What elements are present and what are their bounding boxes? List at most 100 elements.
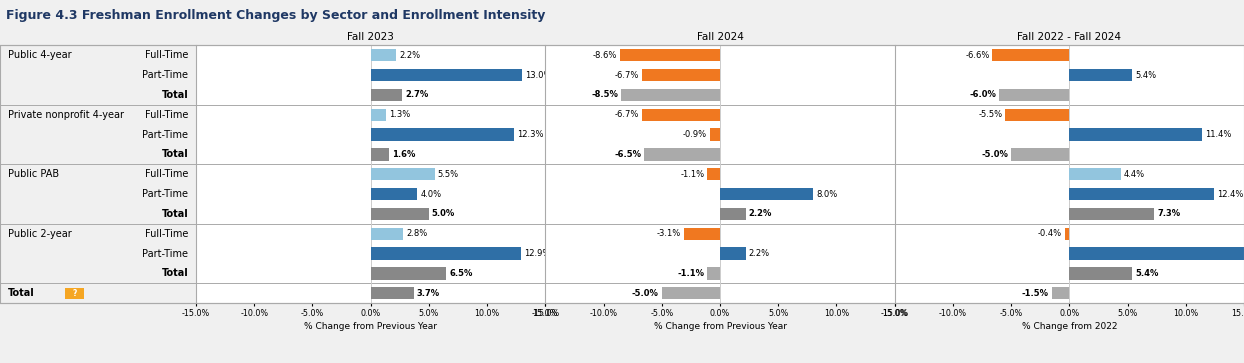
Title: Fall 2022 - Fall 2024: Fall 2022 - Fall 2024	[1018, 32, 1121, 42]
Bar	[620, 49, 720, 61]
Bar	[621, 89, 720, 101]
Bar	[707, 168, 720, 180]
Text: -6.7%: -6.7%	[615, 71, 639, 79]
Text: 2.8%: 2.8%	[407, 229, 428, 238]
Bar	[371, 208, 429, 220]
Bar	[662, 287, 720, 299]
Bar	[1070, 267, 1132, 280]
Text: 12.3%: 12.3%	[516, 130, 544, 139]
FancyBboxPatch shape	[65, 287, 85, 299]
Bar	[371, 69, 522, 81]
Text: Total: Total	[7, 288, 35, 298]
Text: -1.1%: -1.1%	[677, 269, 704, 278]
Bar	[371, 267, 447, 280]
Text: 1.3%: 1.3%	[388, 110, 411, 119]
Text: 7.3%: 7.3%	[1157, 209, 1181, 219]
X-axis label: % Change from Previous Year: % Change from Previous Year	[305, 322, 437, 331]
Text: Private nonprofit 4-year: Private nonprofit 4-year	[7, 110, 124, 120]
Text: 2.2%: 2.2%	[749, 249, 770, 258]
Text: 8.0%: 8.0%	[816, 189, 837, 199]
Text: -5.5%: -5.5%	[978, 110, 1003, 119]
Text: Public 2-year: Public 2-year	[7, 229, 72, 239]
Bar	[371, 148, 389, 160]
Bar	[709, 129, 720, 141]
Bar	[371, 287, 414, 299]
Bar	[371, 129, 514, 141]
Text: -5.0%: -5.0%	[632, 289, 659, 298]
Text: Full-Time: Full-Time	[144, 229, 188, 239]
Text: 13.0%: 13.0%	[525, 71, 551, 79]
Text: Full-Time: Full-Time	[144, 169, 188, 179]
Text: Full-Time: Full-Time	[144, 50, 188, 60]
Text: Total: Total	[162, 268, 188, 278]
Bar	[993, 49, 1070, 61]
Bar	[1070, 69, 1132, 81]
Title: Fall 2023: Fall 2023	[347, 32, 394, 42]
Text: 6.5%: 6.5%	[449, 269, 473, 278]
Text: Total: Total	[162, 209, 188, 219]
Text: Total: Total	[162, 90, 188, 100]
Text: 12.9%: 12.9%	[524, 249, 550, 258]
Bar	[371, 109, 386, 121]
Text: -1.1%: -1.1%	[680, 170, 704, 179]
Text: 5.5%: 5.5%	[438, 170, 459, 179]
Bar	[707, 267, 720, 280]
Bar	[1005, 109, 1070, 121]
Bar	[371, 188, 417, 200]
Text: 11.4%: 11.4%	[1205, 130, 1232, 139]
Bar	[644, 148, 720, 160]
Bar	[1070, 247, 1244, 260]
Text: -8.6%: -8.6%	[592, 51, 617, 60]
Text: 12.4%: 12.4%	[1217, 189, 1243, 199]
Text: -6.5%: -6.5%	[615, 150, 642, 159]
Bar	[1011, 148, 1070, 160]
Text: Public 4-year: Public 4-year	[7, 50, 71, 60]
Bar	[720, 188, 814, 200]
Text: Total: Total	[162, 150, 188, 159]
Text: -0.4%: -0.4%	[1037, 229, 1062, 238]
Text: Part-Time: Part-Time	[142, 249, 188, 258]
Text: -5.0%: -5.0%	[982, 150, 1008, 159]
Text: -3.1%: -3.1%	[657, 229, 680, 238]
Bar	[1070, 188, 1214, 200]
Text: 5.4%: 5.4%	[1135, 71, 1156, 79]
Text: Public PAB: Public PAB	[7, 169, 58, 179]
Bar	[1070, 168, 1121, 180]
Text: Figure 4.3 Freshman Enrollment Changes by Sector and Enrollment Intensity: Figure 4.3 Freshman Enrollment Changes b…	[6, 9, 546, 22]
Bar	[999, 89, 1070, 101]
Text: 2.2%: 2.2%	[399, 51, 420, 60]
Title: Fall 2024: Fall 2024	[697, 32, 744, 42]
Text: Full-Time: Full-Time	[144, 110, 188, 120]
Text: Part-Time: Part-Time	[142, 130, 188, 140]
Text: 5.0%: 5.0%	[432, 209, 455, 219]
Bar	[371, 168, 434, 180]
Bar	[371, 89, 402, 101]
Bar	[1070, 208, 1154, 220]
Text: -6.7%: -6.7%	[615, 110, 639, 119]
Bar	[642, 69, 720, 81]
Text: Part-Time: Part-Time	[142, 70, 188, 80]
Bar	[720, 247, 745, 260]
Bar	[1070, 129, 1202, 141]
Bar	[1052, 287, 1070, 299]
X-axis label: % Change from 2022: % Change from 2022	[1021, 322, 1117, 331]
Text: -8.5%: -8.5%	[591, 90, 618, 99]
Text: -1.5%: -1.5%	[1023, 289, 1049, 298]
Text: 1.6%: 1.6%	[392, 150, 415, 159]
Text: -0.9%: -0.9%	[683, 130, 707, 139]
Bar	[371, 247, 521, 260]
Text: Part-Time: Part-Time	[142, 189, 188, 199]
Text: -6.6%: -6.6%	[965, 51, 989, 60]
X-axis label: % Change from Previous Year: % Change from Previous Year	[653, 322, 786, 331]
Bar	[642, 109, 720, 121]
Text: ?: ?	[72, 289, 77, 298]
Bar	[1065, 228, 1070, 240]
Text: 4.4%: 4.4%	[1123, 170, 1144, 179]
Bar	[684, 228, 720, 240]
Bar	[720, 208, 745, 220]
Text: 2.2%: 2.2%	[749, 209, 773, 219]
Bar	[371, 228, 403, 240]
Text: -6.0%: -6.0%	[969, 90, 996, 99]
Text: 5.4%: 5.4%	[1135, 269, 1158, 278]
Text: 2.7%: 2.7%	[406, 90, 428, 99]
